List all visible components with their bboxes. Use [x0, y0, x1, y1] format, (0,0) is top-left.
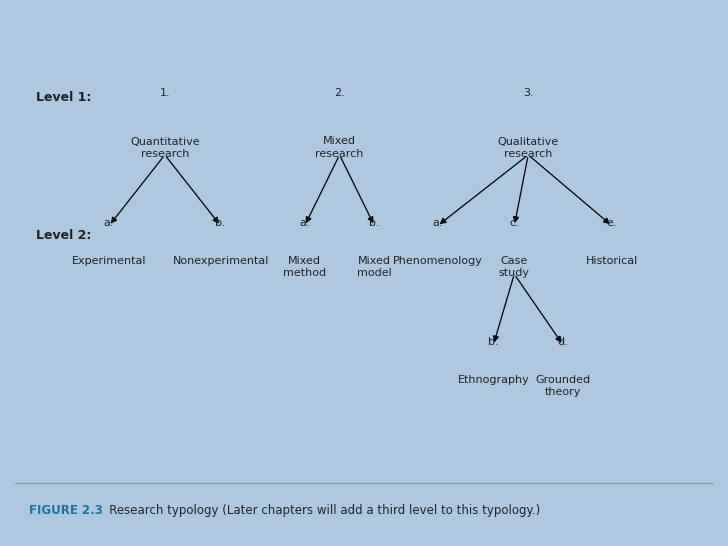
- Text: 3.: 3.: [523, 87, 534, 98]
- Text: b.: b.: [215, 218, 226, 228]
- Text: Research typology (Later chapters will add a third level to this typology.): Research typology (Later chapters will a…: [98, 504, 540, 517]
- Text: Ethnography: Ethnography: [457, 375, 529, 385]
- Text: a.: a.: [432, 218, 443, 228]
- Text: Mixed
model: Mixed model: [357, 256, 392, 278]
- Text: a.: a.: [103, 218, 114, 228]
- Text: Mixed
method: Mixed method: [283, 256, 326, 278]
- Text: Case
study: Case study: [499, 256, 530, 278]
- Text: Phenomenology: Phenomenology: [392, 256, 483, 266]
- Text: Level 2:: Level 2:: [36, 229, 91, 242]
- Text: Grounded
theory: Grounded theory: [536, 375, 590, 397]
- Text: d.: d.: [558, 337, 569, 347]
- Text: b.: b.: [488, 337, 499, 347]
- Text: 1.: 1.: [159, 87, 170, 98]
- Text: Mixed
research: Mixed research: [315, 136, 364, 159]
- Text: FIGURE 2.3: FIGURE 2.3: [29, 504, 103, 517]
- Text: Historical: Historical: [586, 256, 638, 266]
- Text: Experimental: Experimental: [71, 256, 146, 266]
- Text: Level 1:: Level 1:: [36, 91, 91, 104]
- Text: 2.: 2.: [334, 87, 345, 98]
- Text: Nonexperimental: Nonexperimental: [173, 256, 269, 266]
- Text: b.: b.: [369, 218, 380, 228]
- Text: a.: a.: [299, 218, 310, 228]
- Text: c.: c.: [510, 218, 519, 228]
- Text: Quantitative
research: Quantitative research: [130, 136, 199, 159]
- Text: Qualitative
research: Qualitative research: [498, 136, 559, 159]
- Text: e.: e.: [607, 218, 617, 228]
